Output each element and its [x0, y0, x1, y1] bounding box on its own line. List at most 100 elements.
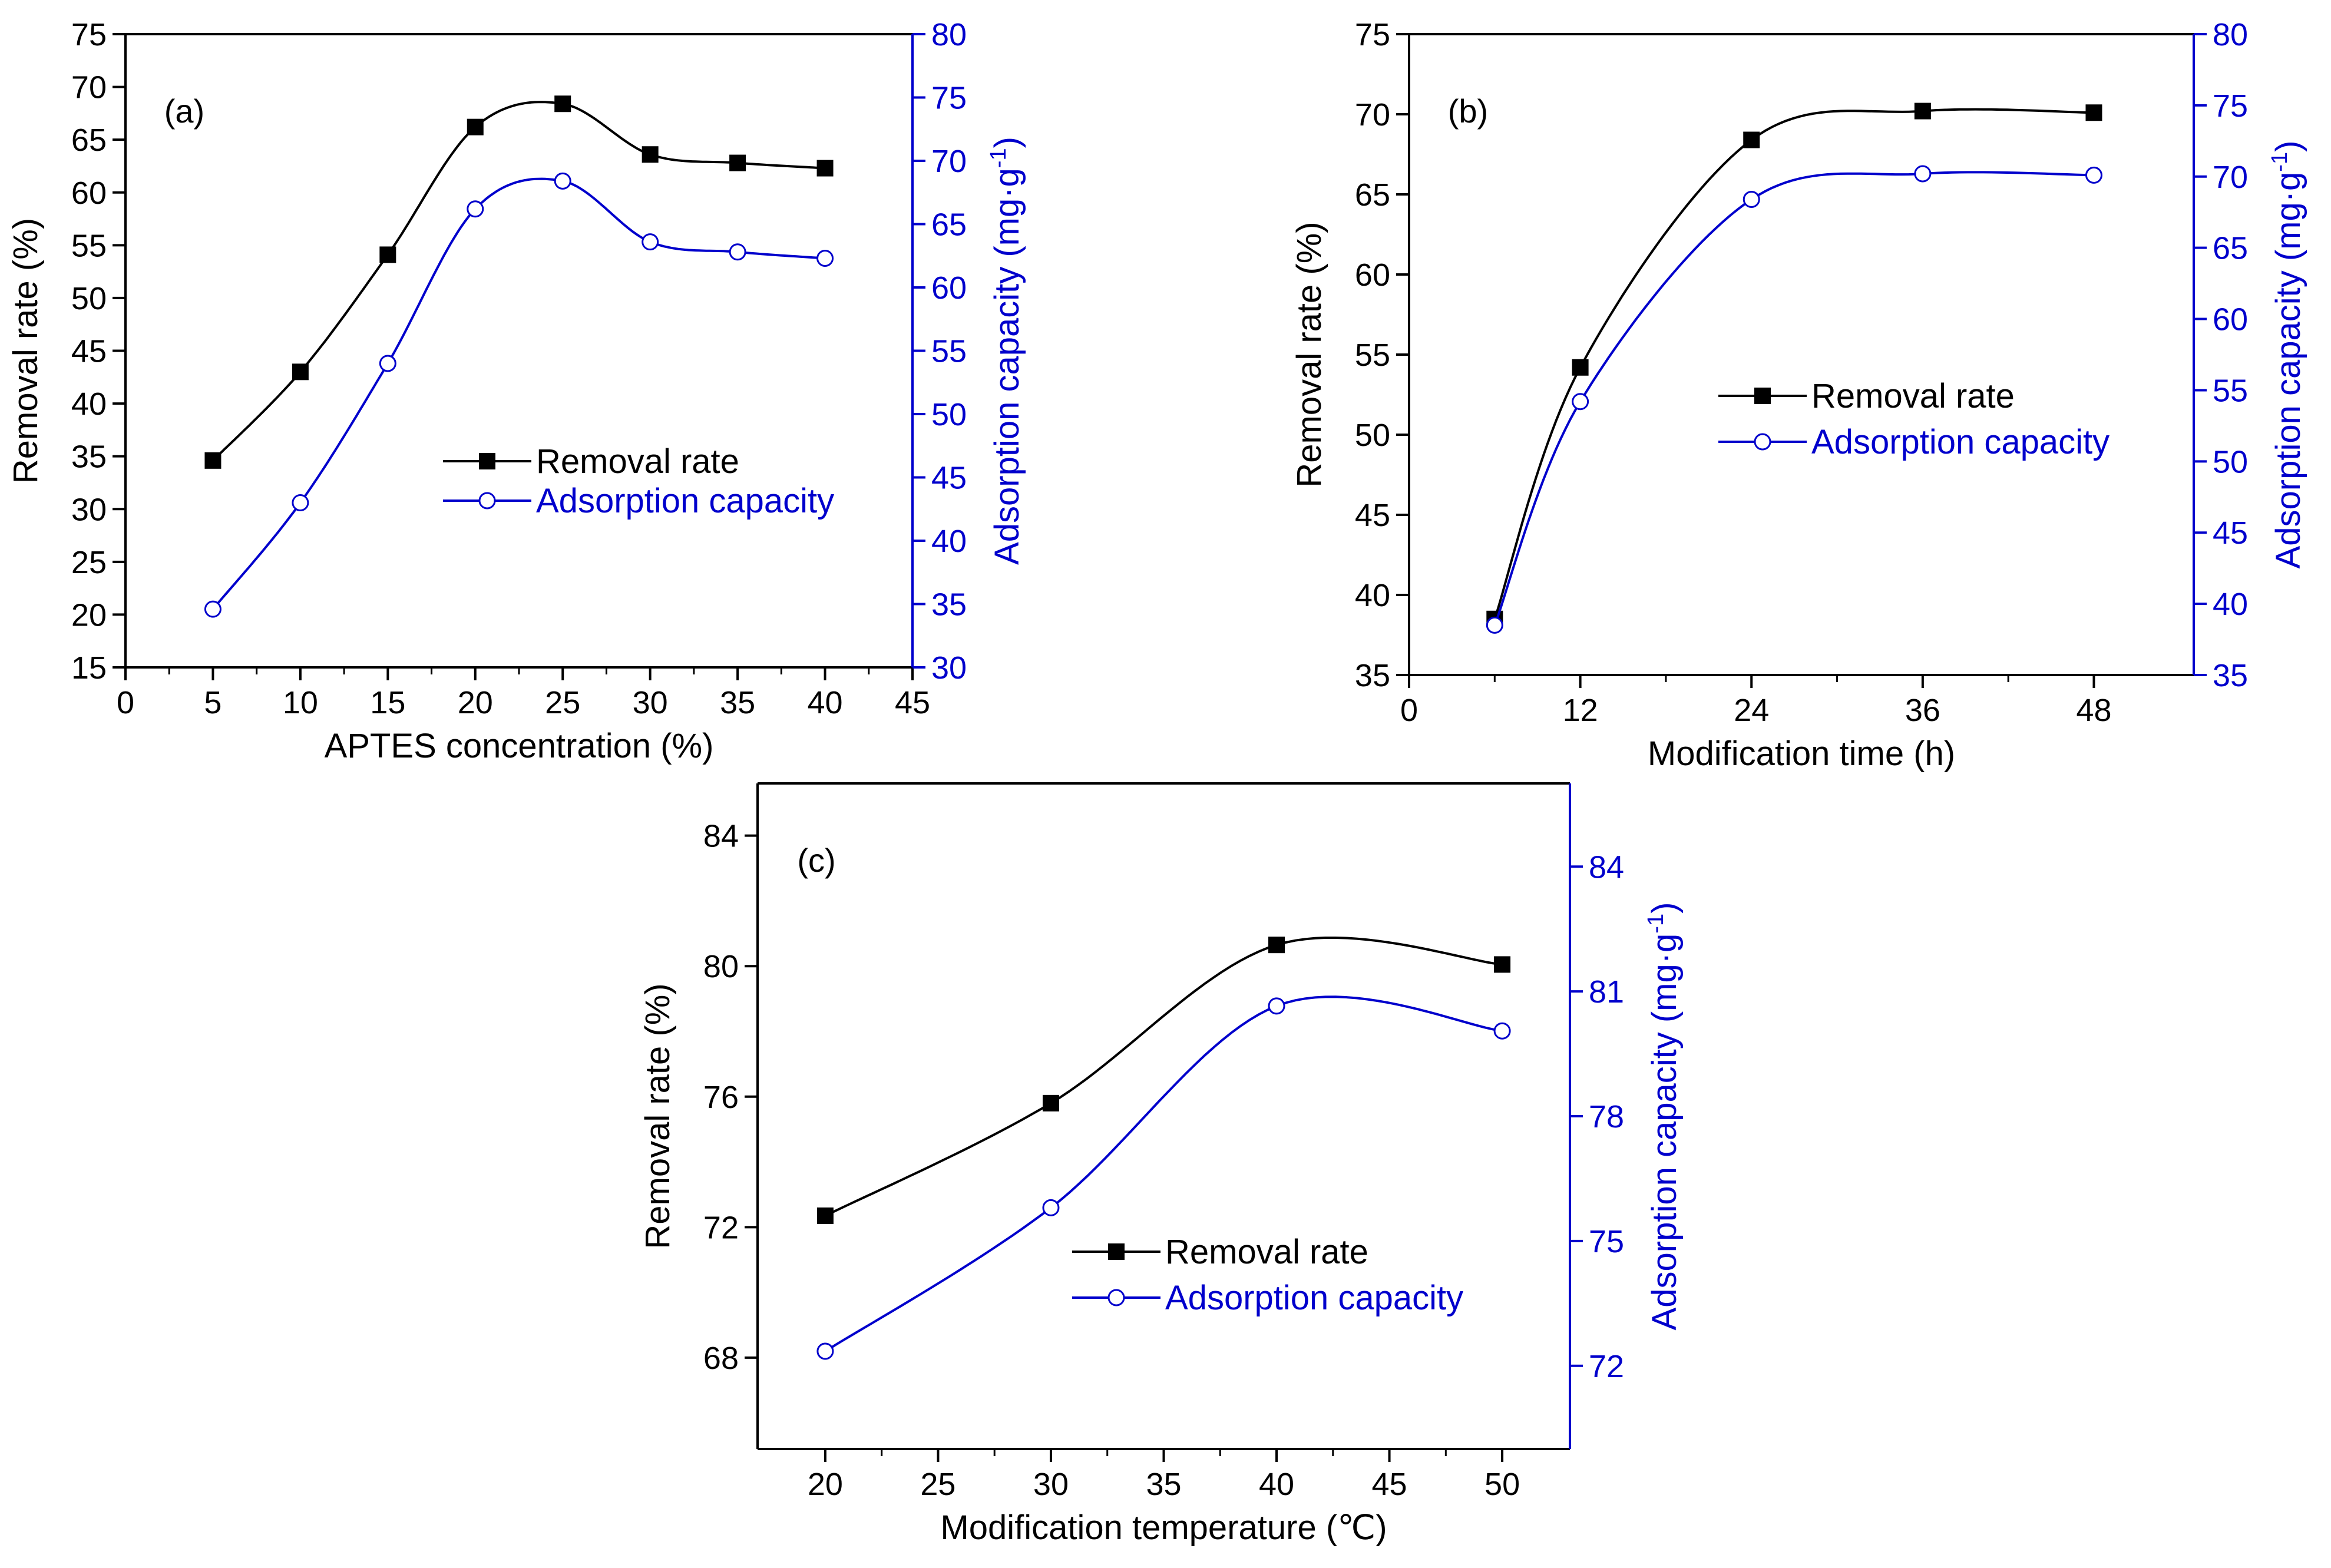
removal-rate-point [2085, 104, 2102, 121]
x-tick-label: 40 [808, 685, 843, 720]
series-line-adsorption-capacity [824, 995, 1503, 1352]
removal-rate-point [1572, 359, 1589, 376]
y2-tick-label: 30 [931, 650, 967, 686]
y2-tick-label: 78 [1589, 1099, 1624, 1134]
x-tick-label: 40 [1259, 1467, 1294, 1502]
y-axis-title: Removal rate (%) [6, 218, 45, 484]
x-tick-label: 20 [808, 1467, 843, 1502]
adsorption-capacity-point [467, 200, 484, 218]
x-axis-title: APTES concentration (%) [325, 727, 714, 765]
removal-rate-point [642, 146, 659, 163]
y-tick-label: 70 [1355, 97, 1390, 133]
removal-rate-point [1494, 956, 1511, 973]
y2-axis-title-main: Adsorption capacity (mg·g [2269, 172, 2307, 569]
x-tick-label: 35 [720, 685, 755, 720]
adsorption-capacity-point [379, 355, 396, 372]
adsorption-capacity-point [1486, 616, 1503, 634]
y2-tick-label: 55 [931, 334, 967, 369]
y2-axis-title-end: ) [2269, 141, 2307, 152]
panel-label: (a) [164, 92, 204, 130]
x-tick-label: 24 [1734, 693, 1769, 728]
y-tick-label: 70 [71, 70, 107, 105]
y2-tick-label: 45 [2213, 515, 2248, 551]
y2-tick-label: 65 [2213, 231, 2248, 266]
removal-rate-point [1743, 131, 1760, 148]
legend-square-marker [479, 453, 495, 469]
x-tick-label: 5 [204, 685, 221, 720]
y2-tick-label: 50 [931, 397, 967, 432]
x-tick-label: 0 [1400, 693, 1418, 728]
legend-circle-marker [478, 492, 496, 510]
x-axis-title: Modification temperature (℃) [940, 1509, 1387, 1547]
y-tick-label: 65 [71, 123, 107, 158]
y2-tick-label: 75 [931, 81, 967, 116]
y2-tick-label: 65 [931, 207, 967, 243]
chart-panel-c: 20 25 30 35 40 45 50 68 72 76 80 84 72 75 78 81 84 Modifi… [639, 782, 1684, 1547]
y-tick-label: 40 [71, 386, 107, 422]
y2-tick-label: 35 [931, 587, 967, 623]
y-tick-label: 35 [1355, 658, 1390, 693]
chart-panel-a: 0 5 10 15 20 25 30 35 40 45 15 20 25 30 35 40 45 50 55 60 65… [6, 17, 1026, 765]
legend: Removal rate Adsorption capacity [1718, 377, 2110, 461]
y2-axis-title-sup: -1 [1644, 914, 1668, 934]
x-axis-title: Modification time (h) [1648, 735, 1955, 773]
x-tick-label: 30 [1033, 1467, 1069, 1502]
x-tick-label: 35 [1146, 1467, 1181, 1502]
x-tick-label: 20 [458, 685, 493, 720]
y2-axis-title-main: Adsorption capacity (mg·g [1645, 934, 1684, 1331]
x-tick-label: 10 [283, 685, 318, 720]
y2-tick-label: 40 [2213, 587, 2248, 622]
y2-tick-label: 45 [931, 461, 967, 496]
adsorption-capacity-point [816, 250, 834, 267]
adsorption-capacity-point [292, 494, 309, 511]
adsorption-capacity-point [1914, 165, 1932, 183]
y-tick-label: 20 [71, 597, 107, 633]
x-tick-label: 25 [545, 685, 580, 720]
y2-tick-label: 70 [2213, 160, 2248, 195]
y-tick-label: 75 [71, 17, 107, 52]
series-line-removal-rate [211, 101, 825, 462]
y2-axis-title-main: Adsorption capacity (mg·g [988, 168, 1026, 565]
y-tick-label: 75 [1355, 17, 1390, 52]
y2-tick-label: 40 [931, 524, 967, 559]
series-line-adsorption-capacity [211, 177, 825, 610]
x-tick-label: 50 [1484, 1467, 1520, 1502]
adsorption-capacity-point [204, 600, 221, 618]
panel-label: (c) [797, 842, 835, 879]
y-tick-label: 40 [1355, 578, 1390, 613]
legend-label: Adsorption capacity [536, 482, 834, 520]
y-tick-label: 45 [71, 334, 107, 369]
y2-axis-title-sup: -1 [986, 148, 1011, 168]
adsorption-capacity-point [1268, 997, 1285, 1015]
removal-rate-point [1914, 102, 1931, 120]
y-tick-label: 30 [71, 492, 107, 527]
adsorption-capacity-point [642, 233, 659, 251]
y2-axis-title-end: ) [988, 137, 1026, 148]
y-tick-label: 72 [703, 1210, 739, 1245]
x-tick-label: 0 [117, 685, 134, 720]
adsorption-capacity-point [1743, 190, 1760, 208]
panel-label: (b) [1448, 92, 1488, 130]
removal-rate-point [292, 363, 309, 381]
adsorption-capacity-point [1572, 393, 1589, 411]
y2-tick-label: 72 [1589, 1349, 1624, 1384]
y2-tick-label: 35 [2213, 658, 2248, 693]
y-tick-label: 35 [71, 439, 107, 475]
x-tick-label: 15 [370, 685, 405, 720]
y-tick-label: 68 [703, 1341, 739, 1376]
x-tick-label: 12 [1563, 693, 1598, 728]
legend-circle-marker [1754, 433, 1771, 451]
y2-axis-title: Adsorption capacity (mg·g-1) [1644, 902, 1684, 1331]
y-tick-label: 84 [703, 819, 739, 854]
x-tick-label: 36 [1905, 693, 1940, 728]
adsorption-capacity-point [2085, 166, 2102, 184]
x-tick-label: 45 [895, 685, 930, 720]
legend-square-marker [1754, 388, 1771, 404]
y-tick-label: 25 [71, 545, 107, 580]
y-tick-label: 60 [1355, 257, 1390, 293]
y-tick-label: 55 [71, 228, 107, 263]
y-tick-label: 50 [1355, 418, 1390, 453]
series-line-removal-rate [825, 937, 1503, 1217]
y2-tick-label: 81 [1589, 974, 1624, 1010]
